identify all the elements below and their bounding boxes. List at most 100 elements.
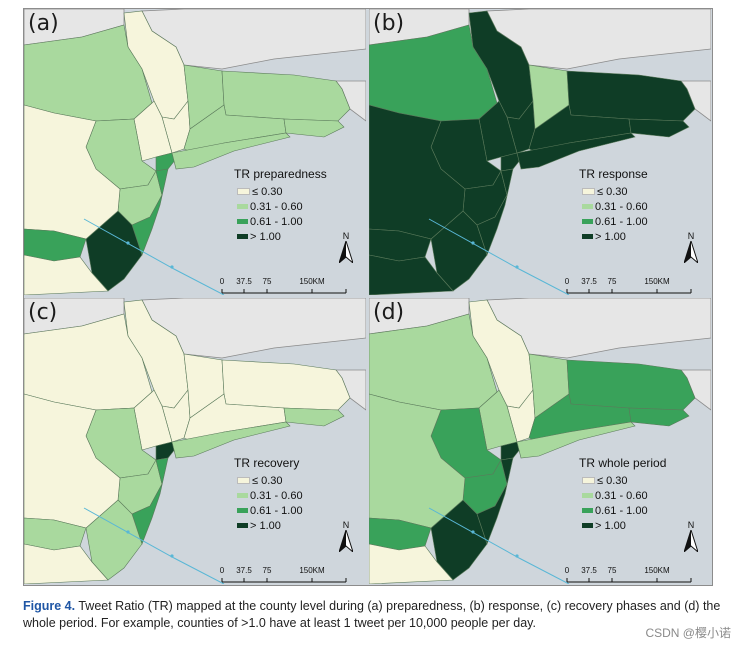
county-region-nyc — [500, 441, 522, 461]
north-label: N — [687, 231, 695, 241]
scale-label: 75 — [262, 277, 272, 286]
county-region-nyc — [500, 152, 522, 172]
legend-swatch — [237, 493, 248, 498]
legend-label: 0.31 - 0.60 — [250, 489, 303, 502]
panel-label: (d) — [373, 300, 405, 325]
legend-label: ≤ 0.30 — [597, 185, 628, 198]
scale-label: 37.5 — [236, 277, 252, 286]
scale-label: 150KM — [299, 277, 325, 286]
county-region-long-island — [171, 132, 291, 170]
map-legend: TR preparedness ≤ 0.30 0.31 - 0.60 0.61 - 1… — [234, 167, 327, 244]
storm-track-point — [126, 530, 130, 534]
legend-item: 0.31 - 0.60 — [579, 199, 648, 214]
legend-swatch — [582, 219, 593, 224]
scale-label: 0 — [564, 277, 570, 286]
scale-bar: 0 37.5 75 150KM — [563, 277, 693, 295]
north-arrow: N — [682, 520, 700, 554]
legend-swatch — [582, 204, 593, 209]
caption-text: Tweet Ratio (TR) mapped at the county le… — [23, 599, 721, 630]
legend-swatch — [582, 477, 595, 484]
legend-item: 0.61 - 1.00 — [579, 214, 648, 229]
county-region-ny-lower — [133, 389, 173, 451]
county-region-ny-lower — [478, 100, 518, 162]
panel-label: (c) — [28, 300, 58, 325]
north-arrow: N — [337, 520, 355, 554]
north-arrow-icon — [337, 239, 355, 265]
legend-item: > 1.00 — [579, 229, 648, 244]
caption-label: Figure 4. — [23, 599, 76, 613]
legend-swatch — [237, 477, 250, 484]
legend-swatch — [237, 188, 250, 195]
legend-swatch — [582, 234, 593, 239]
map-panel-c: (c) TR recovery ≤ 0.30 0.31 - 0.60 0.61 - 1.… — [24, 298, 366, 584]
scale-bar-line — [221, 578, 347, 583]
scale-label: 75 — [262, 566, 272, 575]
legend-swatch — [582, 188, 595, 195]
scale-label: 150KM — [644, 277, 670, 286]
legend-label: > 1.00 — [595, 519, 626, 532]
county-region-de-md — [24, 543, 109, 584]
legend-title: TR response — [579, 167, 648, 181]
legend-item: ≤ 0.30 — [579, 473, 666, 488]
scale-label: 37.5 — [236, 566, 252, 575]
county-map — [369, 9, 711, 295]
legend-swatch — [237, 523, 248, 528]
legend-title: TR preparedness — [234, 167, 327, 181]
scale-label: 75 — [607, 566, 617, 575]
legend-label: 0.31 - 0.60 — [250, 200, 303, 213]
legend-swatch — [237, 219, 248, 224]
legend-swatch — [237, 508, 248, 513]
north-label: N — [342, 520, 350, 530]
north-arrow: N — [682, 231, 700, 265]
county-map — [369, 298, 711, 584]
legend-label: 0.61 - 1.00 — [250, 504, 303, 517]
north-arrow-icon — [337, 528, 355, 554]
storm-track-point — [515, 265, 519, 269]
legend-swatch — [582, 508, 593, 513]
legend-label: 0.61 - 1.00 — [250, 215, 303, 228]
legend-label: > 1.00 — [595, 230, 626, 243]
county-region-long-island — [171, 421, 291, 459]
scale-label: 0 — [564, 566, 570, 575]
legend-item: 0.61 - 1.00 — [234, 503, 303, 518]
legend-label: > 1.00 — [250, 519, 281, 532]
county-region-ri — [628, 118, 690, 138]
county-map — [24, 9, 366, 295]
legend-item: > 1.00 — [579, 518, 666, 533]
storm-track-point — [471, 530, 475, 534]
legend-swatch — [582, 523, 593, 528]
scale-bar-line — [221, 289, 347, 294]
legend-swatch — [237, 234, 248, 239]
panel-label: (b) — [373, 11, 405, 36]
legend-item: 0.61 - 1.00 — [579, 503, 666, 518]
legend-item: > 1.00 — [234, 229, 327, 244]
legend-label: ≤ 0.30 — [252, 474, 283, 487]
map-legend: TR recovery ≤ 0.30 0.31 - 0.60 0.61 - 1.00 >… — [234, 456, 303, 533]
scale-bar-line — [566, 289, 692, 294]
county-region-ri — [628, 407, 690, 427]
panel-label: (a) — [28, 11, 59, 36]
north-label: N — [342, 231, 350, 241]
map-panel-b: (b) TR response ≤ 0.30 0.31 - 0.60 0.61 - 1.… — [369, 9, 711, 295]
storm-track-point — [126, 241, 130, 245]
scale-bar-line — [566, 578, 692, 583]
county-region-long-island — [516, 421, 636, 459]
figure-caption: Figure 4. Tweet Ratio (TR) mapped at the… — [23, 598, 723, 632]
legend-item: ≤ 0.30 — [579, 184, 648, 199]
scale-label: 0 — [219, 277, 225, 286]
county-region-nyc — [155, 152, 177, 172]
legend-item: ≤ 0.30 — [234, 473, 303, 488]
legend-label: ≤ 0.30 — [597, 474, 628, 487]
north-arrow-icon — [682, 239, 700, 265]
scale-label: 75 — [607, 277, 617, 286]
storm-track-line — [428, 218, 570, 295]
county-region-de-md — [369, 254, 454, 295]
legend-title: TR whole period — [579, 456, 667, 470]
scale-label: 37.5 — [581, 277, 597, 286]
county-region-de-md — [24, 254, 109, 295]
legend-swatch — [237, 204, 248, 209]
legend-label: 0.31 - 0.60 — [595, 200, 648, 213]
north-label: N — [687, 520, 695, 530]
legend-item: > 1.00 — [234, 518, 303, 533]
map-panel-a: (a) TR preparedness ≤ 0.30 0.31 - 0.60 0.61 … — [24, 9, 366, 295]
